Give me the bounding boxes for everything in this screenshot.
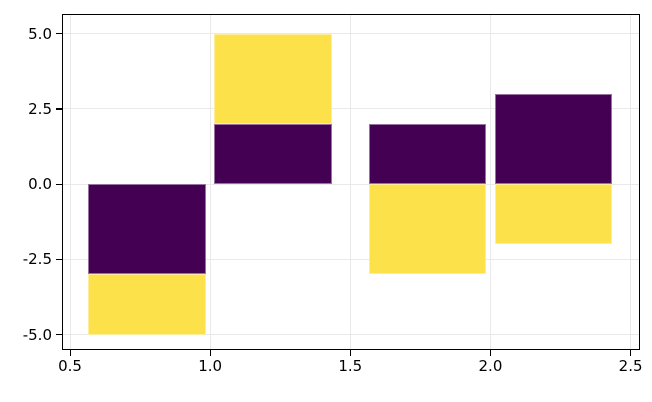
x-tick-mark [630,350,632,356]
y-tick-mark [56,108,62,110]
x-tick-mark [69,350,71,356]
gridline-x [69,15,71,349]
gridline-x [489,15,491,349]
x-tick-label: 2.0 [478,357,503,375]
y-tick-mark [56,183,62,185]
bar-segment-purple-series [368,123,487,185]
x-tick-label: 1.5 [338,357,363,375]
y-tick-label: 0.0 [28,175,52,194]
gridline-y [63,108,639,110]
bar-segment-purple-series [214,123,333,185]
y-tick-mark [56,33,62,35]
gridline-x [349,15,351,349]
plot-area [62,14,640,350]
y-tick-label: 2.5 [28,99,52,118]
x-tick-label: 1.0 [198,357,223,375]
bar-segment-yellow-series [368,184,487,275]
x-tick-mark [209,350,211,356]
bar-segment-yellow-series [214,33,333,124]
x-tick-label: 2.5 [618,357,643,375]
bar-segment-yellow-series [494,184,613,245]
bar-segment-purple-series [88,184,206,275]
y-tick-mark [56,258,62,261]
gridline-y [63,183,639,185]
gridline-x [630,15,632,349]
x-tick-mark [489,350,492,356]
bar-segment-yellow-series [88,274,206,335]
y-tick-label: -5.0 [22,325,52,344]
gridline-x [209,15,211,349]
x-tick-label: 0.5 [58,357,82,375]
y-tick-label: 5.0 [28,24,52,43]
y-tick-mark [56,334,62,336]
gridline-y [63,334,639,336]
y-tick-label: -2.5 [22,250,52,269]
gridline-y [63,33,639,35]
gridline-y [63,258,639,260]
bar-segment-purple-series [494,93,613,185]
x-tick-mark [349,350,352,356]
